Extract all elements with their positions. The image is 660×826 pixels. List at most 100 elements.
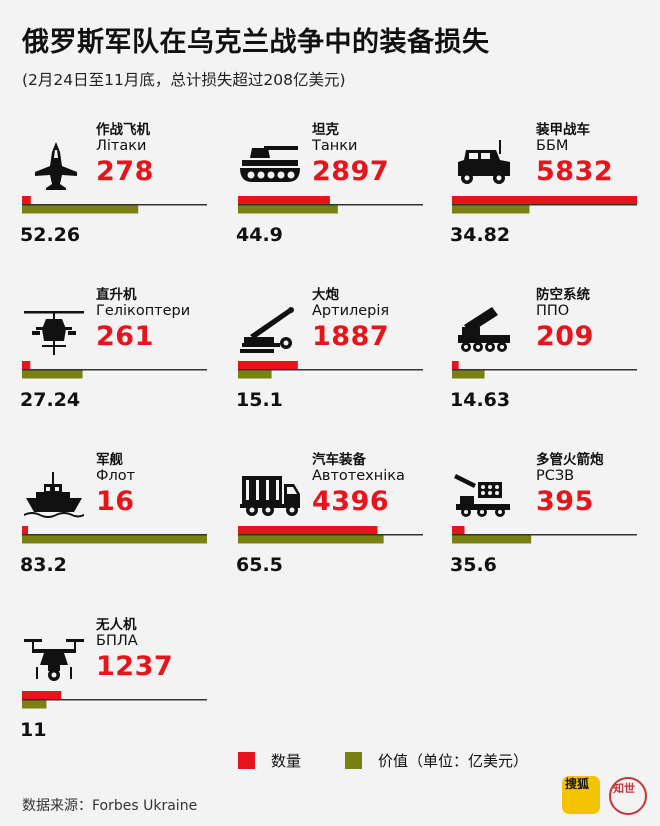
value-bar — [22, 535, 207, 544]
count-bar — [452, 526, 465, 535]
equipment-card: 防空系统 ППО 209 14.63 — [450, 283, 652, 418]
helicopter-icon — [24, 311, 84, 355]
count-bar — [238, 526, 378, 535]
category-name: 多管火箭炮 — [536, 452, 604, 468]
category-name: 防空系统 — [536, 287, 590, 303]
fighter-jet-icon — [35, 142, 77, 190]
legend-count-label: 数量 — [271, 752, 302, 770]
category-name-ua: РСЗВ — [536, 468, 575, 484]
bar-group — [22, 361, 207, 379]
count-bar — [22, 526, 28, 535]
zhishi-logo: 知世 — [609, 777, 647, 815]
rocket-launcher-icon — [454, 474, 510, 517]
bar-baseline — [452, 534, 637, 536]
bar-group — [452, 361, 637, 379]
category-name-ua: БПЛА — [96, 633, 138, 649]
legend-count-swatch — [238, 752, 255, 769]
value-bar — [452, 535, 532, 544]
category-name: 装甲战车 — [536, 122, 590, 138]
bar-baseline — [22, 204, 207, 206]
category-name: 军舰 — [96, 452, 123, 468]
value-bar — [238, 205, 338, 214]
bar-group — [238, 361, 423, 379]
value-bar — [22, 370, 83, 379]
legend-value-label: 价值（单位：亿美元） — [378, 752, 529, 770]
bar-baseline — [238, 204, 423, 206]
equipment-card: 多管火箭炮 РСЗВ 395 35.6 — [450, 448, 652, 583]
value-label: 83.2 — [20, 554, 67, 576]
category-name: 直升机 — [96, 287, 137, 303]
warship-icon — [24, 472, 84, 518]
count-bar — [452, 361, 459, 370]
count-label: 261 — [96, 321, 154, 352]
equipment-card: 军舰 Флот 16 83.2 — [20, 448, 222, 583]
armored-vehicle-icon — [458, 140, 510, 184]
value-bar — [452, 370, 485, 379]
value-bar — [22, 205, 139, 214]
value-bar — [452, 205, 530, 214]
bar-baseline — [452, 369, 637, 371]
count-label: 209 — [536, 321, 594, 352]
tank-icon — [240, 146, 300, 182]
bar-baseline — [238, 369, 423, 371]
page-title: 俄罗斯军队在乌克兰战争中的装备损失 — [22, 27, 490, 58]
equipment-card: 装甲战车 ББМ 5832 34.82 — [450, 118, 652, 253]
equipment-card: 汽车装备 Автотехніка 4396 65.5 — [236, 448, 438, 583]
bar-baseline — [22, 369, 207, 371]
category-name-ua: Гелікоптери — [96, 303, 191, 319]
count-bar — [452, 196, 637, 205]
count-bar — [238, 196, 330, 205]
bar-group — [452, 526, 637, 544]
category-name-ua: Флот — [96, 468, 136, 484]
value-label: 52.26 — [20, 224, 81, 246]
count-label: 4396 — [312, 486, 390, 517]
air-defense-icon — [458, 307, 510, 352]
equipment-card: 无人机 БПЛА 1237 11 — [20, 613, 222, 748]
category-name-ua: Автотехніка — [312, 468, 405, 484]
category-name: 无人机 — [96, 617, 137, 633]
value-label: 15.1 — [236, 389, 283, 411]
bar-group — [22, 691, 207, 709]
count-label: 16 — [96, 486, 135, 517]
value-label: 34.82 — [450, 224, 511, 246]
sohu-logo: 搜狐 — [562, 776, 600, 814]
value-label: 27.24 — [20, 389, 81, 411]
count-label: 2897 — [312, 156, 390, 187]
value-bar — [238, 370, 272, 379]
value-label: 65.5 — [236, 554, 283, 576]
value-bar — [238, 535, 384, 544]
artillery-icon — [240, 307, 294, 353]
category-name: 汽车装备 — [312, 452, 366, 468]
bar-group — [452, 196, 637, 214]
bar-group — [238, 196, 423, 214]
equipment-card: 坦克 Танки 2897 44.9 — [236, 118, 438, 253]
sohu-logo-text: 搜狐 — [565, 777, 590, 791]
category-name-ua: Танки — [312, 138, 358, 154]
bar-group — [22, 196, 207, 214]
count-label: 395 — [536, 486, 594, 517]
legend-value: 价值（单位：亿美元） — [345, 750, 528, 771]
category-name: 坦克 — [312, 122, 339, 138]
category-name: 大炮 — [312, 287, 339, 303]
count-bar — [22, 361, 31, 370]
value-label: 14.63 — [450, 389, 511, 411]
category-name-ua: ППО — [536, 303, 570, 319]
count-label: 1237 — [96, 651, 174, 682]
equipment-card: 大炮 Артилерія 1887 15.1 — [236, 283, 438, 418]
legend-count: 数量 — [238, 750, 301, 771]
category-name-ua: ББМ — [536, 138, 569, 154]
value-label: 11 — [20, 719, 47, 741]
bar-group — [22, 526, 207, 544]
count-bar — [22, 196, 31, 205]
page-subtitle: (2月24日至11月底，总计损失超过208亿美元) — [22, 71, 346, 89]
bar-group — [238, 526, 423, 544]
drone-icon — [24, 639, 84, 681]
truck-icon — [240, 476, 300, 516]
value-label: 35.6 — [450, 554, 497, 576]
data-source: 数据来源：Forbes Ukraine — [22, 798, 198, 814]
count-bar — [22, 691, 62, 700]
count-label: 5832 — [536, 156, 614, 187]
legend-value-swatch — [345, 752, 362, 769]
count-label: 278 — [96, 156, 154, 187]
equipment-card: 作战飞机 Літаки 278 52.26 — [20, 118, 222, 253]
